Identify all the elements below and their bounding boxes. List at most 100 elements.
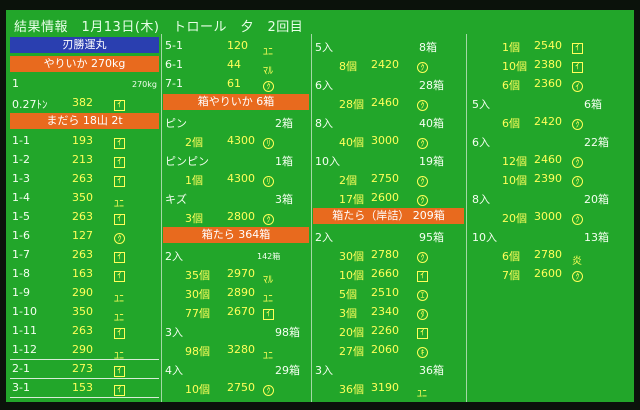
table-row: ピンピン 1箱 xyxy=(163,150,309,169)
table-row: 20個 3000 ｸ xyxy=(468,207,628,226)
table-row: 0.27ﾄﾝ 382 ｲ xyxy=(10,93,159,112)
table-row: 10入 13箱 xyxy=(468,226,628,245)
table-row: キズ 3箱 xyxy=(163,188,309,207)
row-label: 5入 xyxy=(472,98,490,111)
row-price: 3000 xyxy=(371,134,399,147)
table-row: 40個 3000 ｸ xyxy=(313,131,464,150)
row-price: 213 xyxy=(72,153,93,166)
row-count: 1個 xyxy=(502,41,520,54)
table-row: 1個 4300 ﾘ xyxy=(163,169,309,188)
buyer-code: ｲ xyxy=(114,328,125,339)
table-row: 7個 2600 ｸ xyxy=(468,264,628,283)
row-label: 6-1 xyxy=(165,58,183,71)
row-box-count: 95箱 xyxy=(419,231,444,244)
table-row: 20個 2260 ｲ xyxy=(313,321,464,340)
section-header: 箱たら（岸詰） 209箱 xyxy=(313,208,464,224)
table-row: 2入 142箱 xyxy=(163,245,309,264)
row-price: 2660 xyxy=(371,267,399,280)
table-row: 1-1 193 ｲ xyxy=(10,131,159,150)
table-row: 98個 3280 ﾕﾆ xyxy=(163,340,309,362)
row-label: 6入 xyxy=(472,136,490,149)
row-count: 6個 xyxy=(502,250,520,263)
row-price: 2460 xyxy=(534,153,562,166)
table-row: 1-10 350 ﾕﾆ xyxy=(10,302,159,324)
table-row: 35個 2970 ﾏﾙ xyxy=(163,264,309,286)
table-row: 1 270kg xyxy=(10,74,159,93)
section-header: 刃勝運丸 xyxy=(10,37,159,53)
buyer-code: ｲ xyxy=(114,252,125,263)
row-count: 28個 xyxy=(339,98,364,111)
buyer-code: ｸ xyxy=(417,62,428,73)
buyer-code: ｴ xyxy=(417,290,428,301)
table-row: 1個 2540 ｲ xyxy=(468,36,628,55)
table-row: 12個 2460 ｸ xyxy=(468,150,628,169)
row-price: 2060 xyxy=(371,343,399,356)
row-count: 40個 xyxy=(339,136,364,149)
table-row: 5-1 120 ﾕﾆ xyxy=(163,36,309,58)
buyer-code: ｸ xyxy=(263,81,274,92)
table-row: 3入 36箱 xyxy=(313,359,464,378)
row-box-count: 36箱 xyxy=(419,364,444,377)
table-row: 1-9 290 ﾕﾆ xyxy=(10,283,159,305)
row-box-count: 1箱 xyxy=(275,155,293,168)
table-row: 8個 2420 ｸ xyxy=(313,55,464,74)
row-count: 8個 xyxy=(339,60,357,73)
row-label: 8入 xyxy=(315,117,333,130)
table-row: 5個 2510 ｴ xyxy=(313,283,464,302)
table-row: 6-1 44 ﾏﾙ xyxy=(163,55,309,77)
row-label: 1 xyxy=(12,77,19,90)
row-count: 5個 xyxy=(339,288,357,301)
row-price: 127 xyxy=(72,400,93,402)
buyer-code: ﾘ xyxy=(263,138,274,149)
row-label: 4-1 xyxy=(12,400,30,402)
row-price: 3190 xyxy=(371,381,399,394)
row-price: 2540 xyxy=(227,400,255,402)
row-price: 263 xyxy=(72,172,93,185)
table-row: 2入 95箱 xyxy=(313,226,464,245)
buyer-code: ｲ xyxy=(114,271,125,282)
row-count: 17個 xyxy=(339,193,364,206)
row-box-count: 29箱 xyxy=(275,364,300,377)
table-row: 1-4 350 ﾕﾆ xyxy=(10,188,159,210)
table-row: 6入 28箱 xyxy=(313,74,464,93)
row-count: 10個 xyxy=(502,174,527,187)
row-price: 2260 xyxy=(371,324,399,337)
buyer-code: ｸ xyxy=(263,385,274,396)
row-price: 290 xyxy=(72,343,93,356)
buyer-code: ﾕﾆ xyxy=(263,47,273,58)
row-label: 1-8 xyxy=(12,267,30,280)
row-price: 2460 xyxy=(371,96,399,109)
row-label: 8入 xyxy=(472,193,490,206)
table-row: 3個 2340 ﾀ xyxy=(313,302,464,321)
buyer-code: ｸ xyxy=(417,176,428,187)
table-row: 4入 29箱 xyxy=(163,359,309,378)
row-price: 4300 xyxy=(227,172,255,185)
row-price: 2750 xyxy=(227,381,255,394)
section-header: まだら 18山 2t xyxy=(10,113,159,129)
table-row: 10入 19箱 xyxy=(313,150,464,169)
buyer-code: ｲ xyxy=(114,138,125,149)
row-count: 77個 xyxy=(185,307,210,320)
row-price: 2540 xyxy=(534,39,562,52)
row-label: 7-1 xyxy=(165,77,183,90)
buyer-code: ｷ xyxy=(417,347,428,358)
table-row: 36個 3190 ﾕﾆ xyxy=(313,378,464,400)
row-label: 4入 xyxy=(165,364,183,377)
buyer-code: ｲ xyxy=(114,366,125,377)
row-box-count: 17箱 xyxy=(419,400,444,402)
row-box-count: 13箱 xyxy=(584,231,609,244)
row-label: 2-1 xyxy=(12,362,30,375)
buyer-code: ﾏﾙ xyxy=(263,275,273,286)
row-label: 0.27ﾄﾝ xyxy=(12,98,48,111)
table-row: 4入 17箱 xyxy=(313,397,464,402)
row-label: 10入 xyxy=(315,155,340,168)
table-row: 30個 2780 ｸ xyxy=(313,245,464,264)
row-label: 1-11 xyxy=(12,324,37,337)
row-box-count: 2箱 xyxy=(275,117,293,130)
table-row: 8入 20箱 xyxy=(468,188,628,207)
buyer-code: ｸ xyxy=(417,138,428,149)
row-count: 19個 xyxy=(185,400,210,402)
row-label: ピンピン xyxy=(165,155,209,168)
row-price: 2780 xyxy=(371,248,399,261)
row-count: 20個 xyxy=(502,212,527,225)
